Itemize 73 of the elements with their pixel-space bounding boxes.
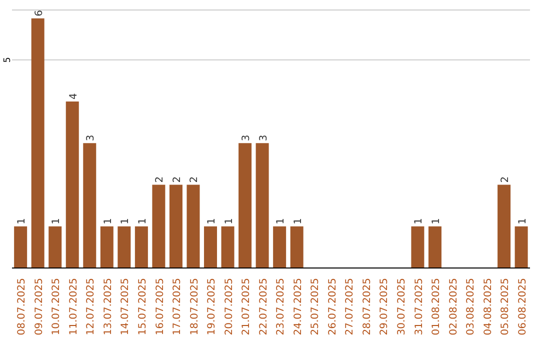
bar <box>31 18 44 268</box>
data-label: 1 <box>120 218 132 224</box>
x-tick-label: 10.07.2025 <box>51 278 62 336</box>
x-tick-label: 29.07.2025 <box>379 278 390 336</box>
data-label: 6 <box>34 10 45 16</box>
data-label: 1 <box>517 218 528 224</box>
bar <box>134 226 148 268</box>
x-tick-label: 15.07.2025 <box>138 278 148 336</box>
x-tick-label: 19.07.2025 <box>206 278 218 336</box>
data-label: 1 <box>414 218 425 224</box>
bar <box>66 102 79 268</box>
bar <box>428 226 442 268</box>
bar <box>48 226 62 268</box>
x-tick-label: 30.07.2025 <box>396 278 408 336</box>
data-label: 3 <box>258 134 270 142</box>
x-tick-label: 24.07.2025 <box>292 278 304 336</box>
x-tick-label: 23.07.2025 <box>276 278 287 336</box>
data-label: 2 <box>172 176 183 183</box>
data-label: 1 <box>137 218 148 224</box>
x-tick-label: 06.08.2025 <box>517 278 528 336</box>
x-tick-label: 27.07.2025 <box>344 278 356 336</box>
x-tick-label: 13.07.2025 <box>102 278 114 336</box>
data-label: 1 <box>16 218 28 224</box>
bar <box>204 226 218 268</box>
x-tick-label: 09.07.2025 <box>34 278 45 336</box>
x-tick-label: 21.07.2025 <box>241 278 252 336</box>
data-label: 1 <box>276 218 287 224</box>
bar <box>14 226 28 268</box>
x-tick-label: 08.07.2025 <box>16 278 28 336</box>
data-label: 2 <box>189 176 200 183</box>
x-tick-label: 16.07.2025 <box>154 278 166 336</box>
bar <box>118 226 131 268</box>
data-label: 2 <box>500 176 512 183</box>
bar <box>221 226 234 268</box>
bar <box>273 226 286 268</box>
data-label: 2 <box>154 176 166 183</box>
bar <box>411 226 424 268</box>
x-tick-label: 02.08.2025 <box>448 278 460 336</box>
x-tick-label: 01.08.2025 <box>431 278 442 336</box>
x-tick-label: 03.08.2025 <box>466 278 477 336</box>
x-tick-label: 22.07.2025 <box>258 278 270 336</box>
x-tick-label: 31.07.2025 <box>414 278 425 336</box>
y-tick-label: 5 <box>3 57 13 63</box>
bar <box>152 184 166 268</box>
x-tick-label: 04.08.2025 <box>482 278 494 336</box>
bar <box>256 143 269 268</box>
data-label: 3 <box>241 134 252 142</box>
bar <box>238 143 252 268</box>
data-label: 1 <box>51 218 62 224</box>
bar <box>290 226 304 268</box>
x-tick-label: 20.07.2025 <box>224 278 235 336</box>
bar <box>498 184 511 268</box>
bar <box>186 184 200 268</box>
x-tick-label: 17.07.2025 <box>172 278 184 336</box>
x-tick-label: 11.07.2025 <box>68 278 80 336</box>
x-tick-label: 14.07.2025 <box>120 278 132 336</box>
data-label: 1 <box>224 218 235 224</box>
data-label: 1 <box>430 218 442 224</box>
x-tick-label: 18.07.2025 <box>189 278 200 336</box>
bar <box>514 226 528 268</box>
x-tick-label: 25.07.2025 <box>310 278 322 336</box>
x-tick-label: 12.07.2025 <box>86 278 97 336</box>
bar <box>169 184 182 268</box>
data-label: 3 <box>86 134 97 142</box>
data-label: 1 <box>292 218 304 224</box>
x-tick-label: 28.07.2025 <box>362 278 373 336</box>
data-label: 1 <box>206 218 218 224</box>
x-tick-label: 26.07.2025 <box>327 278 338 336</box>
data-label: 4 <box>68 93 80 100</box>
x-tick-label: 05.08.2025 <box>500 278 512 336</box>
data-label: 1 <box>102 218 114 224</box>
bar <box>83 143 96 268</box>
bar <box>100 226 114 268</box>
